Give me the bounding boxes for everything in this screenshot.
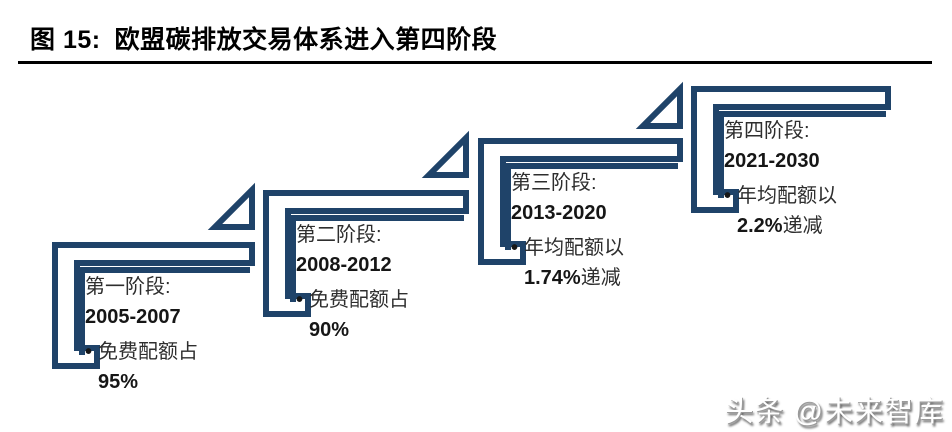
- step1-bullet: • 免费配额占 95%: [85, 337, 263, 397]
- figure-header: 图 15: 欧盟碳排放交易体系进入第四阶段: [30, 20, 497, 56]
- step3-period: 2013-2020: [511, 202, 607, 224]
- step1-inner-line: [79, 267, 250, 355]
- step2-heading: 第二阶段:: [296, 224, 382, 246]
- figure-title: 欧盟碳排放交易体系进入第四阶段: [114, 26, 498, 54]
- toutiao-watermark: 头条 @未来智库: [724, 396, 944, 428]
- step1-bullet-text: 免费配额占: [98, 341, 198, 363]
- step4-bullet-suffix: 递减: [782, 215, 823, 237]
- title-divider-rule: [18, 61, 932, 64]
- step4-bullet-value: 2.2%: [737, 215, 783, 237]
- step3-text-block: 第三阶段: 2013-2020 • 年均配额以 1.74%递减: [511, 168, 689, 293]
- step4-inner-line: [718, 111, 886, 198]
- step2-bracket-shape: [263, 190, 469, 317]
- step4-text-block: 第四阶段: 2021-2030 • 年均配额以 2.2%递减: [724, 116, 902, 241]
- ascend-arrow-icon: [635, 81, 683, 129]
- bullet-dot-icon: •: [511, 237, 519, 259]
- step2-bullet-value: 90%: [309, 319, 350, 341]
- step2-text-block: 第二阶段: 2008-2012 • 免费配额占 90%: [296, 220, 474, 345]
- figure-number-label: 图 15:: [30, 26, 101, 54]
- bullet-dot-icon: •: [85, 341, 93, 363]
- step4-period: 2021-2030: [724, 150, 820, 172]
- step3-bullet: • 年均配额以 1.74%递减: [511, 233, 689, 293]
- step4-bullet-text: 年均配额以: [737, 185, 837, 207]
- step3-heading: 第三阶段:: [511, 172, 597, 194]
- step3-bullet-suffix: 递减: [580, 267, 621, 289]
- step2-period: 2008-2012: [296, 254, 392, 276]
- step4-heading: 第四阶段:: [724, 120, 810, 142]
- step1-bullet-value: 95%: [98, 371, 139, 393]
- step2-bullet: • 免费配额占 90%: [296, 285, 474, 345]
- ascend-arrow-icon: [207, 182, 255, 230]
- step4-bracket-shape: [691, 86, 891, 213]
- step3-bullet-value: 1.74%: [524, 267, 581, 289]
- step3-bullet-text: 年均配额以: [524, 237, 624, 259]
- step3-inner-line: [505, 163, 678, 250]
- bullet-dot-icon: •: [296, 289, 304, 311]
- step4-bullet: • 年均配额以 2.2%递减: [724, 181, 902, 241]
- step1-heading: 第一阶段:: [85, 276, 171, 298]
- step1-text-block: 第一阶段: 2005-2007 • 免费配额占 95%: [85, 272, 263, 397]
- bullet-dot-icon: •: [724, 185, 732, 207]
- step2-inner-line: [290, 215, 464, 302]
- step3-bracket-shape: [478, 138, 683, 265]
- step1-bracket-shape: [52, 242, 255, 369]
- ascend-arrow-icon: [421, 130, 469, 178]
- step1-period: 2005-2007: [85, 306, 181, 328]
- step2-bullet-text: 免费配额占: [309, 289, 409, 311]
